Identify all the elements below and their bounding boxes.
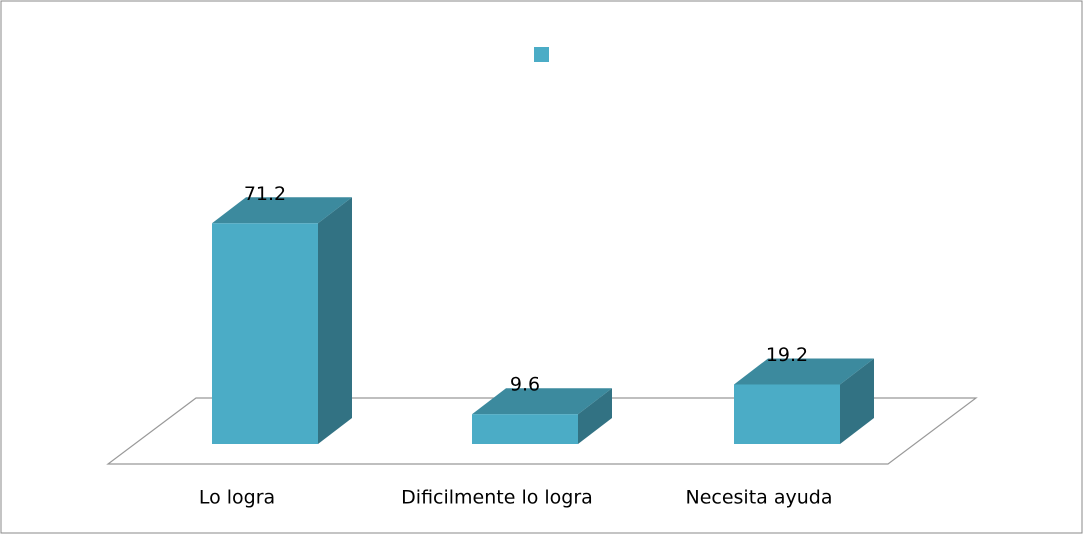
bar-side [840, 358, 874, 444]
bar [472, 414, 578, 444]
x-tick-label: Necesita ayuda [686, 487, 833, 509]
data-label: 71.2 [244, 183, 286, 205]
bar-side [578, 388, 612, 444]
legend-swatch [534, 47, 549, 62]
bar [212, 223, 318, 444]
bar-side [318, 197, 352, 444]
data-label: 19.2 [766, 344, 808, 366]
bar-top [472, 388, 612, 415]
x-tick-label: Dificilmente lo logra [401, 487, 593, 509]
bar [734, 384, 840, 444]
data-label: 9.6 [510, 374, 540, 396]
bar-top [734, 358, 874, 385]
x-tick-label: Lo logra [199, 487, 275, 509]
bar-top [212, 197, 352, 224]
